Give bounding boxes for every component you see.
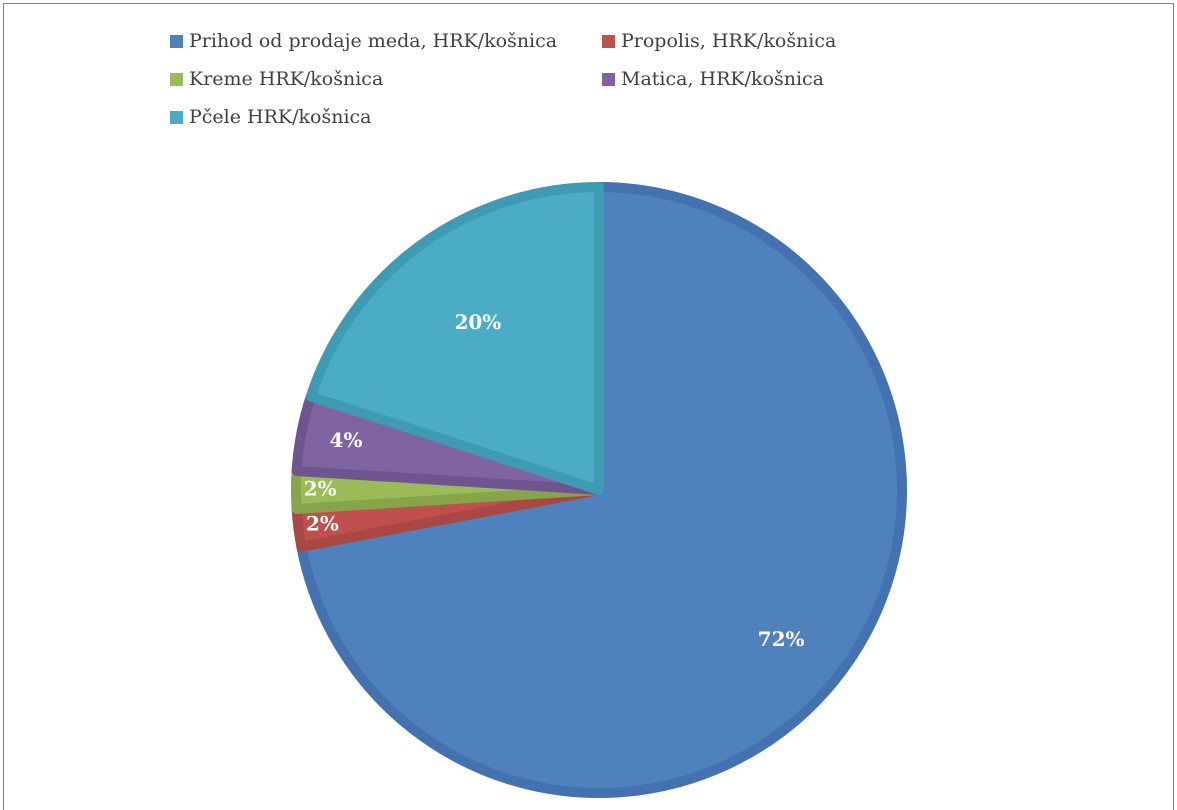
data-label-royal-jelly: 4% <box>330 428 363 452</box>
legend-label-propolis: Propolis, HRK/košnica <box>621 30 837 52</box>
pie-slice-bees <box>305 182 604 495</box>
legend-swatch-creams <box>170 72 183 86</box>
legend-item-propolis: Propolis, HRK/košnica <box>602 28 902 54</box>
legend-swatch-honey <box>170 34 183 48</box>
legend-label-bees: Pčele HRK/košnica <box>189 106 372 128</box>
legend-swatch-propolis <box>602 34 615 48</box>
legend-item-creams: Kreme HRK/košnica <box>170 66 602 92</box>
data-label-bees: 20% <box>454 310 501 334</box>
legend-label-honey: Prihod od prodaje meda, HRK/košnica <box>189 30 558 52</box>
legend-swatch-bees <box>170 110 183 124</box>
legend-swatch-royal-jelly <box>602 72 615 86</box>
data-label-creams: 2% <box>304 477 337 501</box>
legend-item-honey: Prihod od prodaje meda, HRK/košnica <box>170 28 602 54</box>
legend-item-royal-jelly: Matica, HRK/košnica <box>602 66 902 92</box>
legend-label-creams: Kreme HRK/košnica <box>189 68 384 90</box>
data-label-honey: 72% <box>758 627 805 651</box>
chart-legend: Prihod od prodaje meda, HRK/košnica Prop… <box>170 28 930 130</box>
legend-label-royal-jelly: Matica, HRK/košnica <box>621 68 824 90</box>
legend-item-bees: Pčele HRK/košnica <box>170 104 602 130</box>
data-label-propolis: 2% <box>306 511 339 535</box>
